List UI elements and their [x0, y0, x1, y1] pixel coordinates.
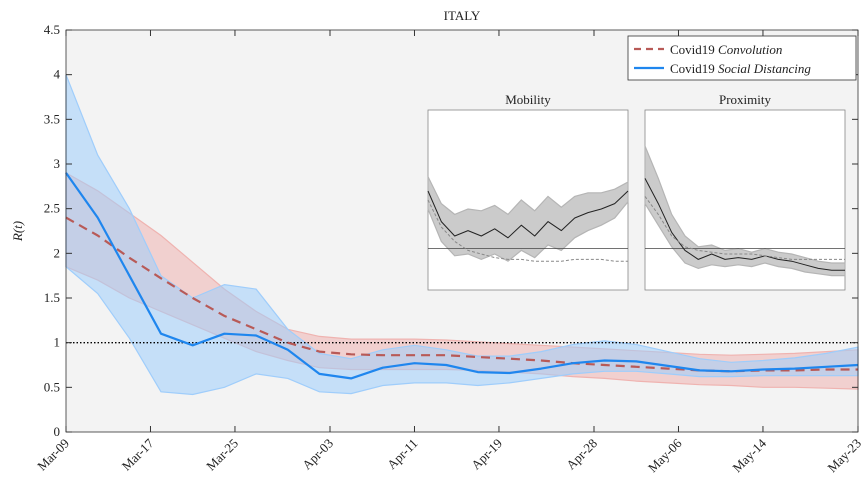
- x-tick-label: May-23: [824, 436, 864, 476]
- x-tick-label: Apr-11: [384, 436, 421, 473]
- y-axis-label: R(t): [10, 221, 25, 242]
- x-tick-label: Mar-17: [119, 435, 157, 473]
- x-tick-label: Apr-19: [468, 436, 505, 473]
- y-tick-label: 0.5: [44, 379, 60, 394]
- x-tick-label: May-06: [645, 435, 685, 475]
- confidence-band: [427, 176, 629, 262]
- x-tick-label: Mar-09: [34, 436, 72, 474]
- y-tick-label: 1.5: [44, 290, 60, 305]
- y-tick-label: 1: [54, 335, 61, 350]
- plot-frame: [65, 29, 859, 433]
- series-line: [427, 190, 629, 239]
- inset-title: Mobility: [505, 92, 551, 107]
- y-tick-label: 3: [54, 156, 61, 171]
- chart-title: ITALY: [444, 8, 481, 23]
- series-line: [644, 196, 845, 260]
- y-tick-label: 4: [54, 67, 61, 82]
- confidence-band: [644, 145, 846, 277]
- inset-title: Proximity: [719, 92, 772, 107]
- x-tick-label: Apr-28: [563, 436, 600, 473]
- y-tick-label: 4.5: [44, 22, 60, 37]
- y-tick-label: 0: [54, 424, 61, 439]
- series-line: [65, 172, 859, 380]
- y-tick-label: 2: [54, 245, 61, 260]
- legend-label: Covid19 Social Distancing: [670, 61, 811, 76]
- legend-box: [627, 35, 857, 81]
- x-tick-label: May-14: [729, 435, 769, 475]
- y-tick-label: 3.5: [44, 111, 60, 126]
- legend-label: Covid19 Convolution: [670, 42, 782, 57]
- y-tick-label: 2.5: [44, 201, 60, 216]
- series-line: [427, 199, 628, 262]
- x-tick-label: Mar-25: [203, 436, 241, 474]
- x-tick-label: Apr-03: [299, 436, 336, 473]
